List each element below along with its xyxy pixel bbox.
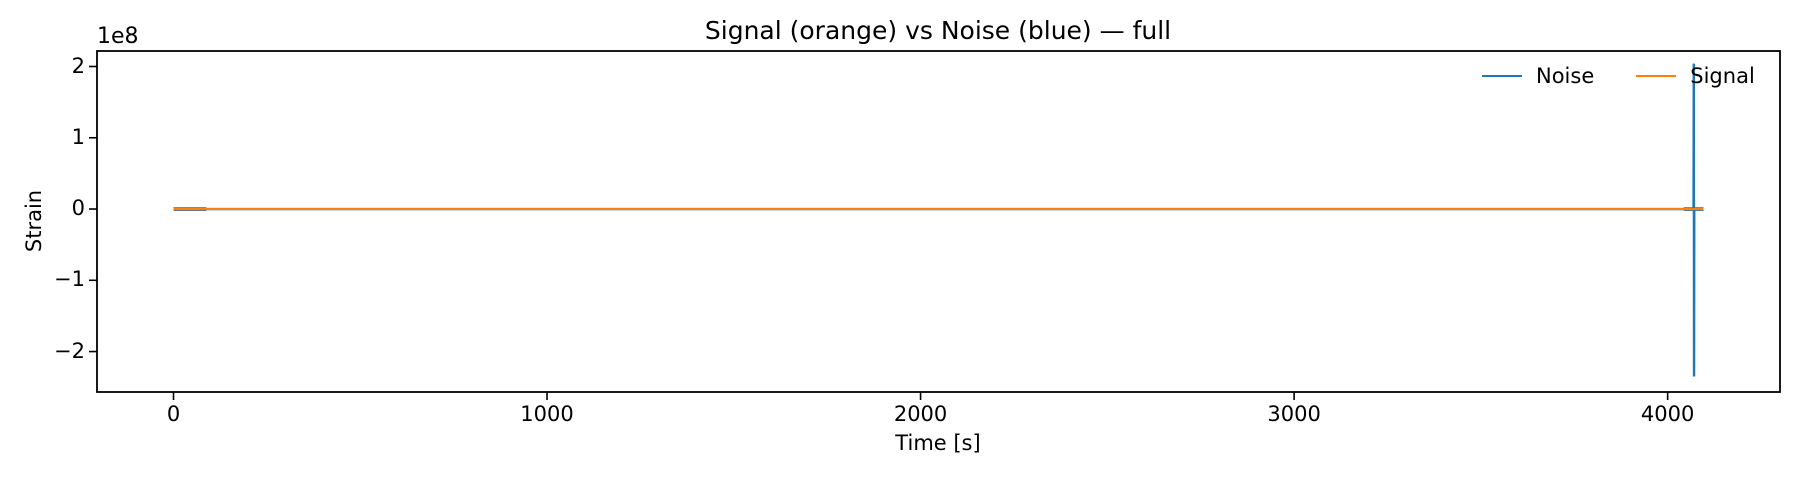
x-tick-label: 3000 [1267,402,1321,426]
y-tick-label: −1 [54,267,85,292]
x-tick-label: 4000 [1640,402,1695,426]
series-line-noise [173,63,1704,377]
x-axis-label: Time [s] [895,431,981,455]
x-tick-label: 2000 [893,402,948,426]
y-tick-label: 0 [71,196,85,221]
legend-line-icon [1482,75,1522,77]
y-tick-label: 2 [71,53,85,78]
x-tick-label: 0 [166,402,181,426]
legend-label: Signal [1690,64,1755,88]
x-tick-label: 1000 [520,402,574,426]
legend-entry-signal: Signal [1636,64,1755,88]
y-axis-offset-text: 1e8 [97,24,139,49]
axes-frame [96,50,1781,393]
legend-entry-noise: Noise [1482,64,1594,88]
chart-title: Signal (orange) vs Noise (blue) — full [704,16,1172,45]
legend-label: Noise [1536,64,1595,88]
legend-line-icon [1636,75,1677,77]
y-tick-label: 1 [71,124,85,149]
y-tick-label: −2 [54,338,85,363]
legend: Noise Signal [1482,64,1755,88]
